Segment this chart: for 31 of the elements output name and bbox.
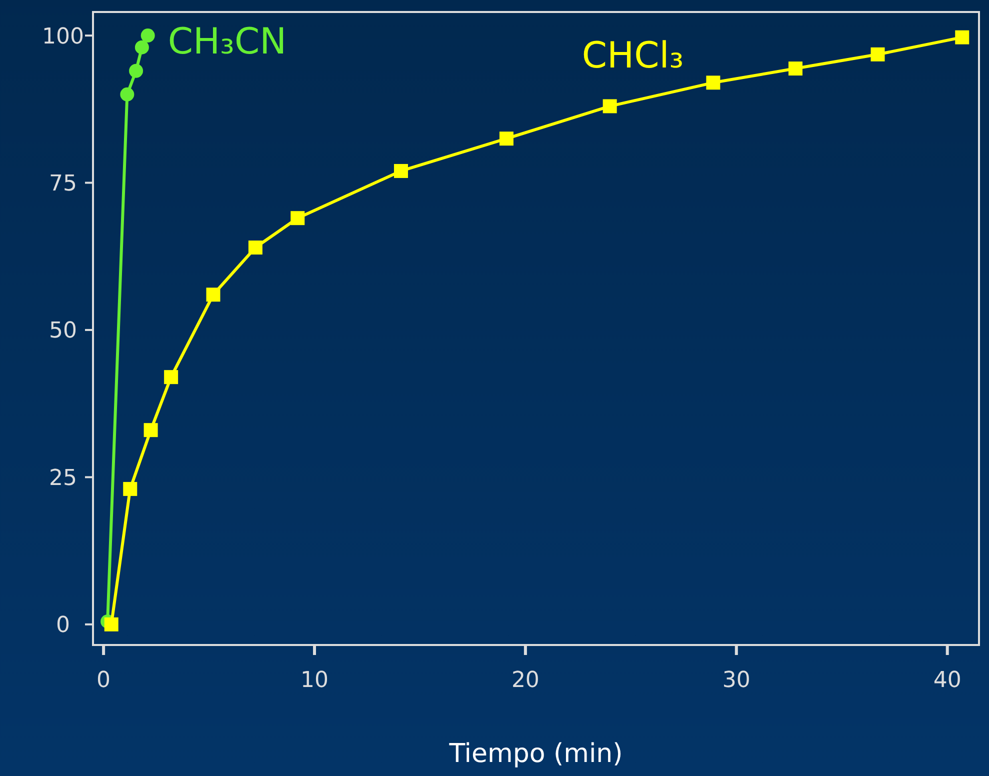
point [144, 423, 158, 438]
y-tick-label: 0 [56, 613, 70, 638]
x-tick-label: 30 [722, 668, 750, 693]
point [120, 87, 134, 102]
x-tick-label: 20 [511, 668, 540, 693]
point [248, 240, 262, 255]
point [788, 62, 802, 76]
point [394, 164, 408, 178]
point [104, 617, 118, 632]
point [706, 76, 720, 90]
series-label: CHCl₃ [582, 35, 684, 76]
y-tick-label: 50 [49, 318, 77, 344]
y-tick-label: 25 [49, 466, 77, 491]
point [870, 47, 885, 62]
x-tick-label: 0 [96, 668, 111, 693]
y-tick-label: 75 [49, 171, 77, 196]
point [290, 211, 305, 226]
x-tick-label: 40 [933, 668, 962, 693]
point [955, 30, 970, 44]
point [134, 40, 149, 54]
point [164, 370, 178, 384]
point [123, 482, 138, 496]
point [129, 64, 144, 78]
point [602, 99, 617, 114]
point [499, 132, 514, 146]
point [206, 288, 220, 302]
series-label: CH₃CN [168, 22, 287, 63]
x-tick-label: 10 [300, 668, 328, 693]
x-axis-title: Tiempo (min) [448, 739, 623, 769]
point [140, 28, 155, 43]
y-tick-label: 100 [42, 24, 84, 50]
